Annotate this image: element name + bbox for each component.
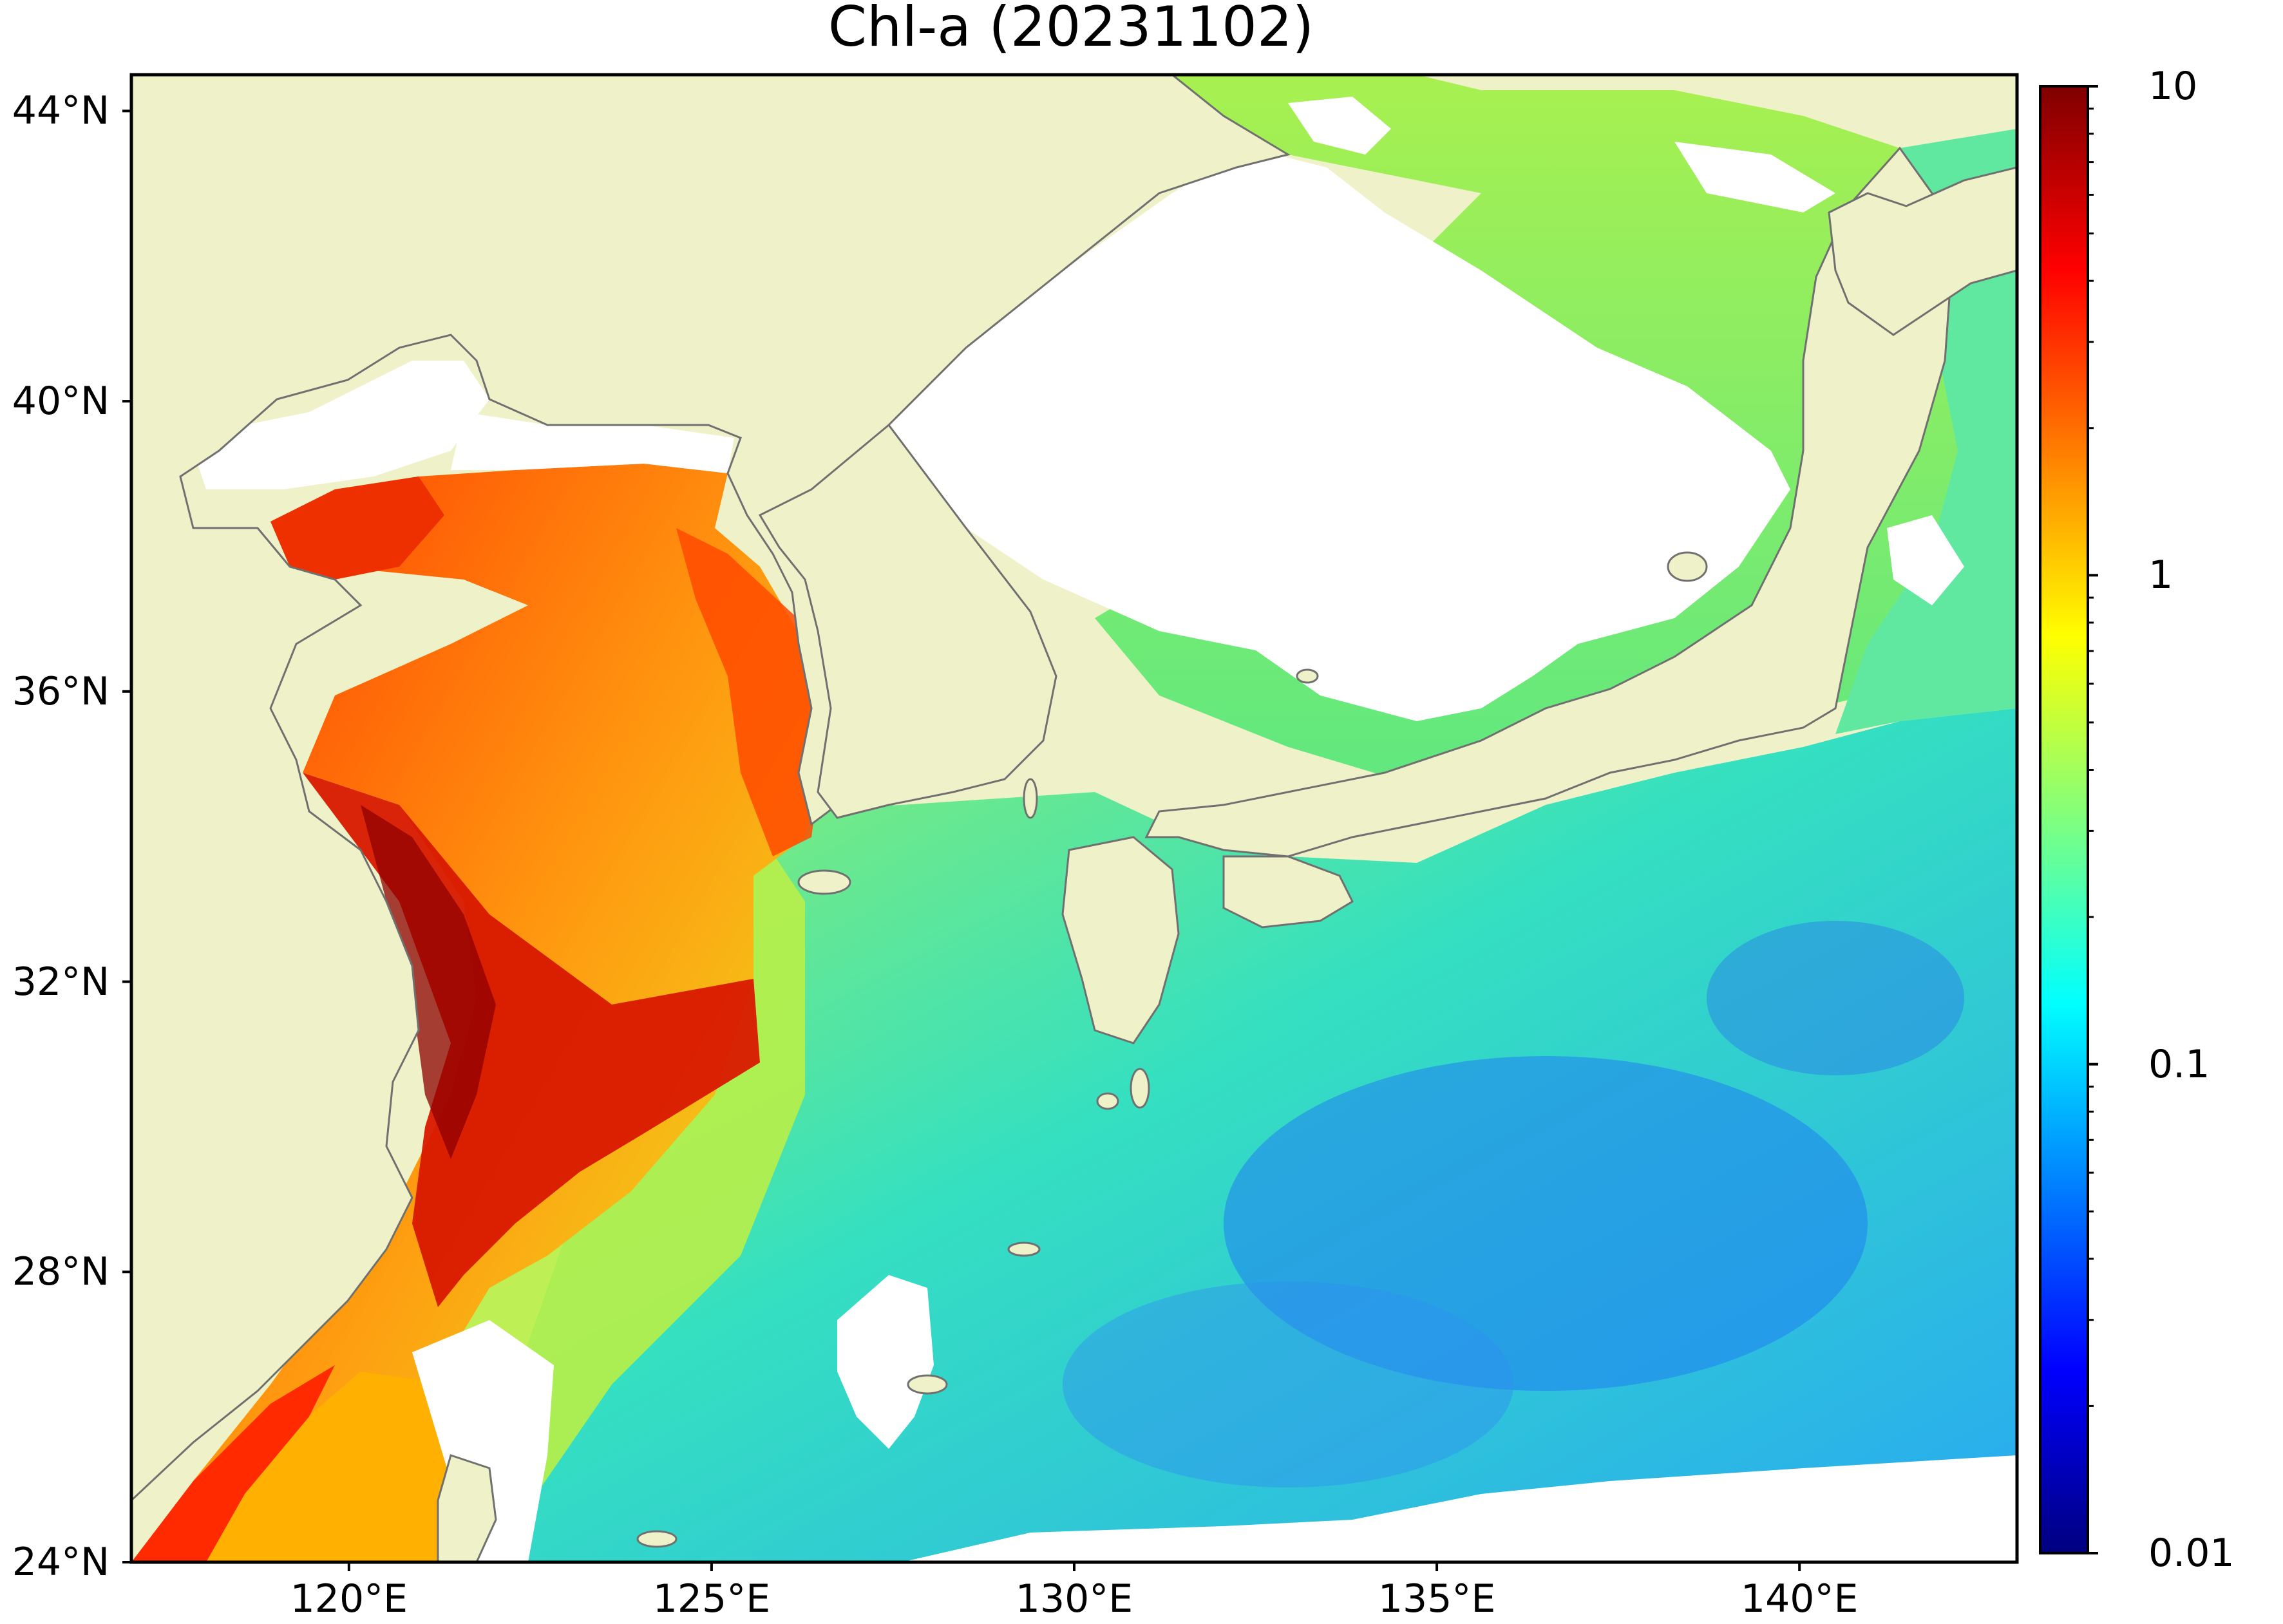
no-data-region (902, 1455, 2017, 1562)
land-taiwan (437, 1454, 497, 1562)
land-hokkaido (1828, 166, 2017, 336)
land-ishigaki (636, 1530, 677, 1548)
colorbar (2040, 86, 2088, 1553)
low-chl-patch (1707, 921, 1964, 1075)
low-chl-patch (1224, 1056, 1868, 1391)
land-tsushima (1023, 778, 1038, 819)
colorbar-tick-label: 1 (2148, 552, 2174, 598)
no-data-region (1887, 515, 1964, 605)
low-chl-patch (1063, 1281, 1513, 1487)
lon-tick-label: 135°E (1378, 1576, 1496, 1621)
coastal-high-dark (361, 805, 496, 1159)
lat-tick-label: 44°N (12, 88, 109, 134)
korea-west-coast-high (676, 528, 824, 856)
no-data-region (889, 148, 1790, 721)
land-amami (1007, 1242, 1041, 1257)
china-southeast-coast-high (131, 1365, 335, 1562)
colorbar-tick-label: 10 (2148, 64, 2198, 109)
lat-tick-label: 40°N (12, 379, 109, 424)
no-data-region (193, 361, 489, 489)
land-korea (758, 423, 1057, 819)
taiwan-strait-water (193, 1372, 489, 1562)
bohai-bay-high (270, 477, 444, 580)
no-data-region (451, 412, 734, 473)
land-kyushu (1061, 836, 1180, 1044)
lon-ticks (347, 1562, 1801, 1571)
lat-tick-label: 36°N (12, 668, 109, 714)
lat-tick-label: 28°N (12, 1249, 109, 1295)
lon-tick-label: 120°E (290, 1576, 408, 1621)
land-shikoku (1222, 855, 1354, 929)
land-sado (1667, 551, 1708, 582)
lat-tick-label: 32°N (12, 959, 109, 1005)
land-okinawa (907, 1374, 948, 1395)
land-oki (1296, 668, 1319, 684)
lat-ticks (122, 109, 131, 1563)
land-tanegashima (1130, 1068, 1150, 1109)
no-data-region (1674, 142, 1835, 212)
lon-tick-label: 125°E (652, 1576, 771, 1621)
lon-tick-label: 130°E (1015, 1576, 1133, 1621)
map-panel (131, 75, 2017, 1562)
colorbar-frame (2039, 85, 2089, 1554)
colorbar-unit-label: mg/m³ (2277, 699, 2283, 827)
lon-tick-label: 140°E (1740, 1576, 1859, 1621)
land-honshu (1144, 146, 1953, 858)
lat-tick-label: 24°N (12, 1540, 109, 1585)
no-data-region (837, 1275, 934, 1449)
colorbar-tick-label: 0.1 (2148, 1041, 2210, 1087)
land-jeju (797, 869, 851, 895)
colorbar-tick-label: 0.01 (2148, 1531, 2235, 1576)
no-data-region (1288, 97, 1391, 155)
land-masses (131, 75, 2017, 1562)
figure-title: Chl-a (20231102) (828, 0, 1314, 59)
land-yakushima (1096, 1092, 1119, 1110)
colorbar-ticks (2088, 85, 2098, 1554)
